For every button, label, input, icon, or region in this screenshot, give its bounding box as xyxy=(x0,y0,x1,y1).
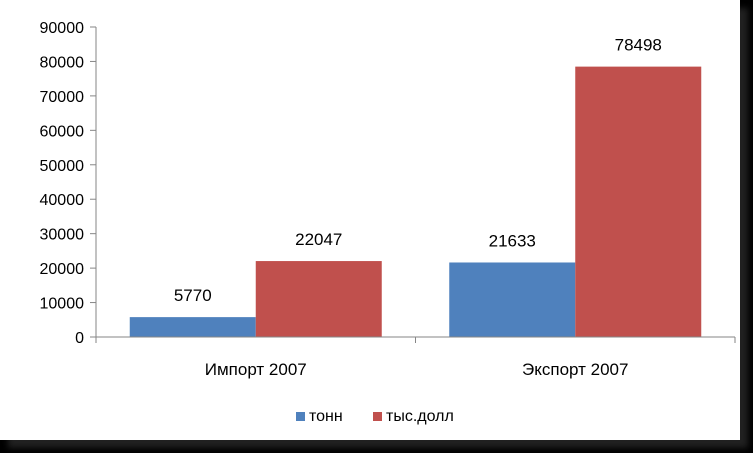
data-label: 21633 xyxy=(489,231,536,250)
data-label: 78498 xyxy=(615,36,662,55)
y-axis: 0 10000 20000 30000 40000 50000 60000 70000 8000… xyxy=(40,20,97,347)
bar xyxy=(575,66,702,338)
y-tick-label: 20000 xyxy=(40,261,85,278)
y-tick-label: 10000 xyxy=(40,296,85,313)
y-tick-label: 40000 xyxy=(40,192,85,209)
bars: 5770 21633 22047 78498 xyxy=(129,36,702,338)
bar xyxy=(129,317,256,337)
data-label: 22047 xyxy=(295,230,342,249)
bar xyxy=(255,261,382,337)
y-tick-label: 70000 xyxy=(40,89,85,106)
x-category-label: Экспорт 2007 xyxy=(522,360,628,379)
y-tick-label: 60000 xyxy=(40,123,85,140)
legend-label: тонн xyxy=(309,408,343,425)
y-tick-label: 80000 xyxy=(40,54,85,71)
legend-swatch xyxy=(296,412,305,421)
x-category-label: Импорт 2007 xyxy=(205,360,307,379)
y-tick-label: 30000 xyxy=(40,227,85,244)
bar-chart: 0 10000 20000 30000 40000 50000 60000 70000 8000… xyxy=(40,20,736,425)
legend: тонн тыс.долл xyxy=(296,408,454,425)
y-tick-label: 0 xyxy=(75,330,84,347)
y-tick-label: 50000 xyxy=(40,158,85,175)
bar xyxy=(449,262,576,337)
x-axis: Импорт 2007 Экспорт 2007 xyxy=(95,336,736,379)
y-tick-label: 90000 xyxy=(40,20,85,37)
legend-label: тыс.долл xyxy=(386,408,454,425)
legend-swatch xyxy=(373,412,382,421)
chart-area: 0 10000 20000 30000 40000 50000 60000 70000 8000… xyxy=(0,0,740,440)
data-label: 5770 xyxy=(174,286,212,305)
